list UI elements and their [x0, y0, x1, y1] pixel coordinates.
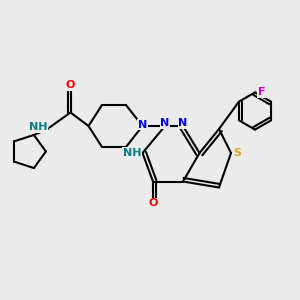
Text: N: N	[160, 118, 169, 128]
Text: N: N	[178, 118, 188, 128]
Text: O: O	[148, 198, 158, 208]
Text: NH: NH	[28, 122, 47, 133]
Text: N: N	[138, 119, 147, 130]
Text: NH: NH	[122, 148, 141, 158]
Text: S: S	[234, 148, 242, 158]
Text: F: F	[258, 87, 266, 98]
Text: O: O	[66, 80, 75, 91]
